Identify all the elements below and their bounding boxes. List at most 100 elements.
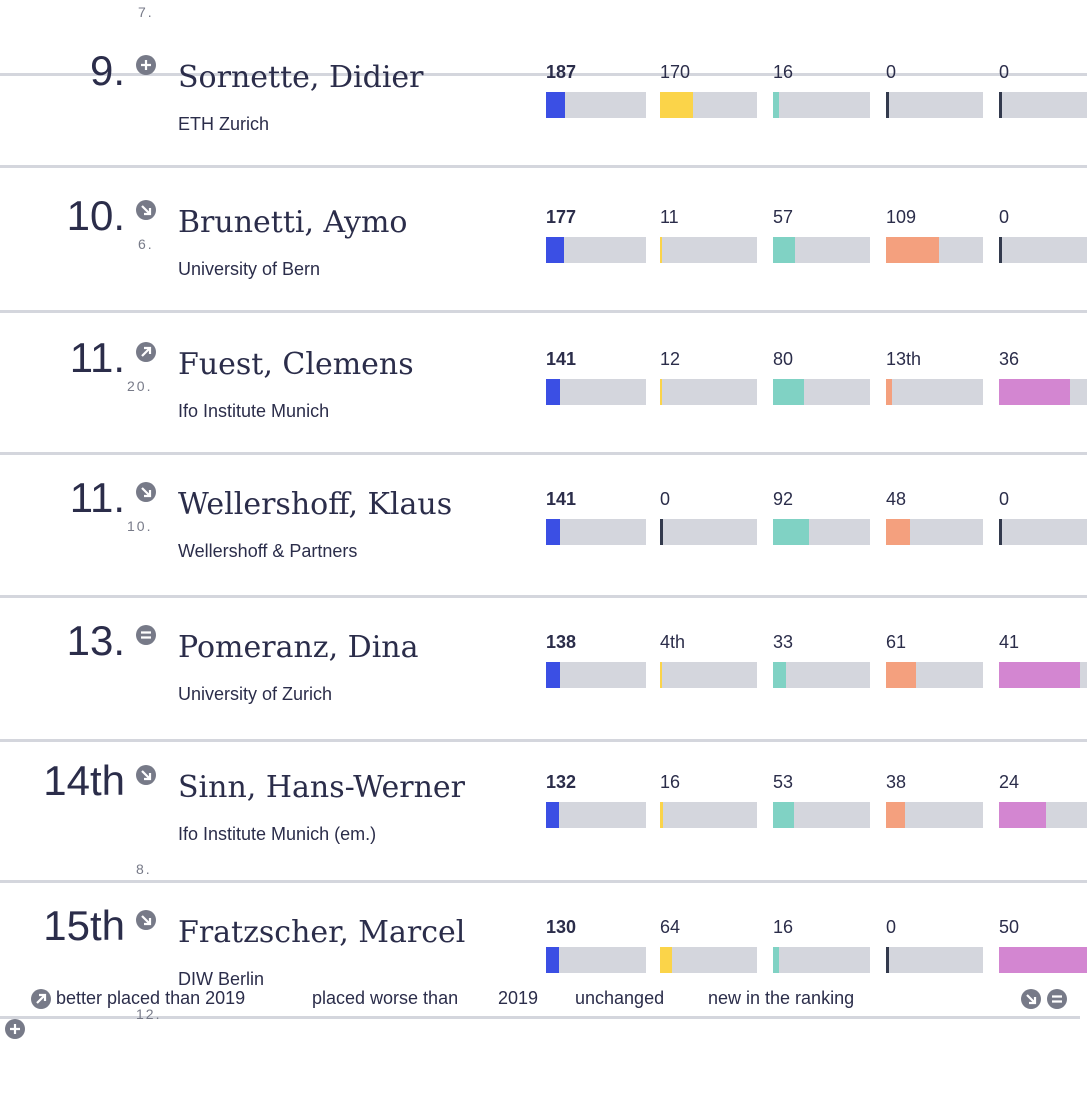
legend-text: better placed than 2019 <box>56 988 246 1008</box>
bar-track <box>773 802 870 828</box>
value-label: 24 <box>999 772 1020 792</box>
value-label: 16 <box>773 917 794 937</box>
bar <box>773 237 796 263</box>
name: Pomeranz, Dina <box>178 630 419 665</box>
previous-rank: 10. <box>127 518 153 534</box>
bar-track <box>660 947 757 973</box>
bar <box>886 662 916 688</box>
bar-track <box>546 662 646 688</box>
bar <box>546 92 565 118</box>
value-label: 141 <box>546 489 577 509</box>
value-label: 92 <box>773 489 794 509</box>
bar <box>886 379 893 405</box>
value-label: 53 <box>773 772 794 792</box>
bar <box>660 519 663 545</box>
value-label: 177 <box>546 207 577 227</box>
bar <box>999 802 1047 828</box>
rank: 11. <box>69 474 125 521</box>
name: Sinn, Hans-Werner <box>178 770 466 805</box>
bar <box>773 802 794 828</box>
name: Sornette, Didier <box>178 60 424 95</box>
bar-track <box>999 519 1087 545</box>
value-label: 187 <box>546 62 577 82</box>
value-label: 109 <box>886 207 917 227</box>
separator <box>0 880 1087 883</box>
bar-track <box>773 662 870 688</box>
bar-track <box>773 237 870 263</box>
separator <box>0 1016 1080 1019</box>
value-label: 0 <box>999 62 1010 82</box>
value-label: 4th <box>660 632 686 652</box>
bar-track <box>886 519 983 545</box>
separator <box>0 452 1087 455</box>
change-icon <box>136 765 156 785</box>
previous-rank: 7. <box>138 4 154 20</box>
value-label: 33 <box>773 632 794 652</box>
institution: Wellershoff & Partners <box>178 541 358 561</box>
legend-text: new in the ranking <box>708 988 855 1008</box>
value-label: 0 <box>999 489 1010 509</box>
bar-track <box>886 379 983 405</box>
legend-icon-up <box>31 989 51 1009</box>
bar-track <box>886 237 983 263</box>
bar <box>546 237 564 263</box>
bar <box>546 379 561 405</box>
bar <box>886 947 889 973</box>
name: Wellershoff, Klaus <box>178 487 453 522</box>
bar-track <box>999 802 1087 828</box>
bar-track <box>773 92 870 118</box>
value-label: 0 <box>660 489 671 509</box>
bar <box>999 519 1002 545</box>
name: Fratzscher, Marcel <box>178 915 466 950</box>
bar <box>660 947 673 973</box>
rank: 9. <box>89 47 125 94</box>
change-icon <box>136 200 156 220</box>
bar <box>999 379 1070 405</box>
bar-track <box>546 92 646 118</box>
institution: Ifo Institute Munich (em.) <box>178 824 377 844</box>
bar-track <box>660 92 757 118</box>
bar-track <box>546 947 646 973</box>
previous-rank: 6. <box>138 236 154 252</box>
bar-track <box>999 662 1087 688</box>
value-label: 38 <box>886 772 907 792</box>
bar-track <box>886 662 983 688</box>
change-icon <box>136 342 156 362</box>
bar-track <box>999 237 1087 263</box>
value-label: 36 <box>999 349 1020 369</box>
legend-text: 2019 <box>498 988 539 1008</box>
bar <box>999 662 1080 688</box>
rank: 11. <box>69 334 125 381</box>
bar <box>886 92 889 118</box>
value-label: 0 <box>999 207 1010 227</box>
value-label: 16 <box>773 62 794 82</box>
value-label: 141 <box>546 349 577 369</box>
legend-icon-down <box>1021 989 1041 1009</box>
bar <box>773 662 786 688</box>
separator <box>0 595 1087 598</box>
separator <box>0 165 1087 168</box>
institution: ETH Zurich <box>178 114 270 134</box>
bar <box>660 662 662 688</box>
bar-track <box>660 237 757 263</box>
bar <box>999 947 1087 973</box>
rank: 15th <box>43 902 125 949</box>
bar <box>660 802 664 828</box>
value-label: 0 <box>886 62 897 82</box>
bar-track <box>660 802 757 828</box>
value-label: 138 <box>546 632 577 652</box>
separator <box>0 739 1087 742</box>
bar <box>546 519 561 545</box>
value-label: 16 <box>660 772 681 792</box>
value-label: 0 <box>886 917 897 937</box>
bar <box>773 379 805 405</box>
previous-rank: 8. <box>136 861 152 877</box>
name: Fuest, Clemens <box>178 347 414 382</box>
previous-rank: 20. <box>127 378 153 394</box>
change-icon <box>136 910 156 930</box>
bar <box>546 947 559 973</box>
value-label: 11 <box>660 207 679 227</box>
bar-track <box>999 92 1087 118</box>
value-label: 130 <box>546 917 577 937</box>
